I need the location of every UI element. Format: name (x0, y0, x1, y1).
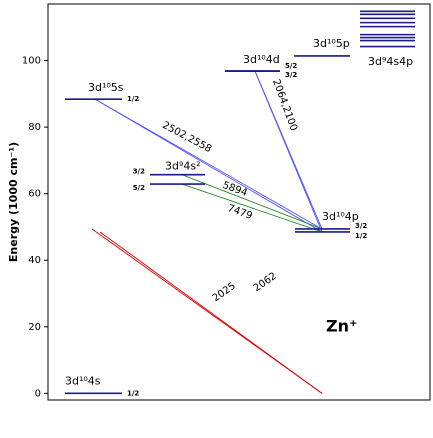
level-name: 3d¹⁰4p (322, 210, 359, 223)
transition-label: 2502,2558 (160, 120, 213, 155)
transition-label: 2025 (211, 281, 238, 305)
level-name: 3d¹⁰4d (243, 53, 280, 66)
level-name: 3d⁹4s² (165, 160, 201, 173)
level-name: 3d¹⁰5s (88, 81, 124, 94)
j-label: 3/2 (133, 168, 145, 176)
y-tick-label: 20 (28, 322, 41, 333)
transition-line (181, 183, 323, 233)
transition-line (94, 98, 323, 233)
y-tick-label: 60 (28, 189, 41, 200)
j-label: 1/2 (127, 95, 139, 103)
y-tick-label: 0 (35, 388, 41, 399)
y-axis-label: Energy (1000 cm⁻¹) (7, 142, 20, 262)
transition-label: 2064,2100 (270, 78, 299, 133)
transition-line (181, 174, 323, 230)
transition-line (254, 71, 323, 233)
y-tick-label: 100 (22, 56, 41, 67)
y-tick-label: 80 (28, 122, 41, 133)
transition-label: 2062 (252, 271, 279, 295)
annotation: Zn⁺ (326, 317, 357, 336)
j-label: 5/2 (133, 184, 145, 192)
transition-label: 7479 (226, 203, 254, 222)
level-name: 3d¹⁰5p (313, 37, 350, 50)
plot-frame (47, 3, 431, 401)
level-name: 3d⁹4s4p (368, 55, 413, 68)
y-tick-label: 40 (28, 255, 41, 266)
level-name: 3d¹⁰4s (65, 374, 101, 387)
transition-line (99, 231, 323, 394)
j-label: 3/2 (285, 71, 297, 79)
j-label: 5/2 (285, 62, 297, 70)
j-label: 3/2 (355, 222, 367, 230)
j-label: 1/2 (127, 389, 139, 397)
j-label: 1/2 (355, 232, 367, 240)
transition-label: 5894 (221, 180, 249, 199)
